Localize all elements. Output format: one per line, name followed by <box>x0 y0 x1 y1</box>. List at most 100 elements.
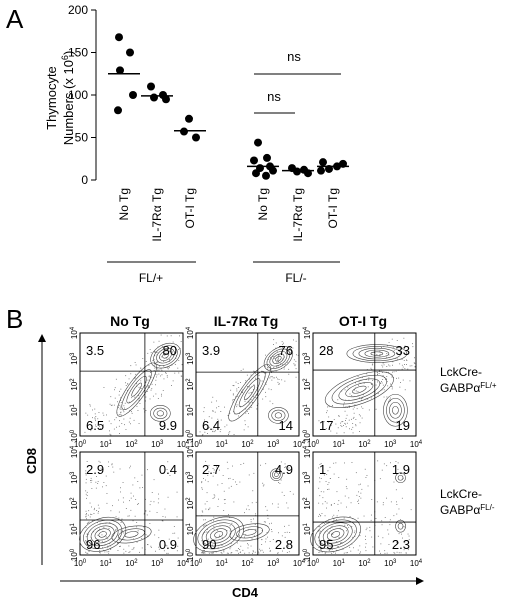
event-dot <box>382 384 384 386</box>
event-dot <box>402 366 404 368</box>
x-tick-label: 103 <box>267 440 280 449</box>
event-dot <box>398 552 400 554</box>
event-dot <box>385 356 387 358</box>
quadrant-percent-lr: 19 <box>396 418 410 433</box>
event-dot <box>377 374 378 376</box>
event-dot <box>333 473 335 475</box>
event-dot <box>216 400 217 402</box>
event-dot <box>381 382 383 384</box>
event-dot <box>155 550 156 552</box>
y-tick-label: 101 <box>186 403 195 416</box>
y-tick-label: 102 <box>303 378 312 391</box>
event-dot <box>229 477 231 479</box>
event-dot <box>99 550 101 551</box>
event-dot <box>263 521 265 523</box>
event-dot <box>208 552 210 554</box>
event-dot <box>156 361 157 363</box>
event-dot <box>280 461 282 463</box>
event-dot <box>240 464 242 465</box>
event-dot <box>336 549 338 551</box>
event-dot <box>388 354 390 356</box>
contour-line <box>271 409 286 422</box>
event-dot <box>107 547 109 549</box>
y-tick-label: 0 <box>81 173 88 187</box>
event-dot <box>336 491 338 493</box>
event-dot <box>125 382 126 384</box>
event-dot <box>324 552 326 554</box>
event-dot <box>365 379 367 380</box>
event-dot <box>392 466 394 467</box>
event-dot <box>271 376 273 377</box>
event-dot <box>109 522 111 523</box>
event-dot <box>321 513 323 514</box>
event-dot <box>386 465 388 467</box>
event-dot <box>293 359 295 361</box>
event-dot <box>286 361 288 363</box>
event-dot <box>393 481 395 483</box>
event-dot <box>245 381 247 383</box>
event-dot <box>245 534 247 536</box>
event-dot <box>167 461 169 463</box>
event-dot <box>365 477 367 478</box>
event-dot <box>235 481 236 483</box>
event-dot <box>226 530 228 532</box>
event-dot <box>210 552 212 554</box>
event-dot <box>327 489 328 490</box>
event-dot <box>108 552 110 554</box>
event-dot <box>120 487 121 489</box>
event-dot <box>212 552 213 554</box>
event-dot <box>89 502 91 504</box>
event-dot <box>256 404 258 406</box>
event-dot <box>119 433 120 434</box>
contour-line <box>244 385 256 401</box>
flow-plot-frame <box>312 451 417 556</box>
event-dot <box>403 549 405 551</box>
category-label: No Tg <box>256 188 270 220</box>
x-tick-label: 104 <box>177 559 190 568</box>
event-dot <box>276 376 277 378</box>
event-dot <box>375 408 377 410</box>
event-dot <box>201 487 203 489</box>
event-dot <box>363 382 365 384</box>
event-dot <box>355 419 357 420</box>
event-dot <box>116 426 117 428</box>
event-dot <box>123 405 125 407</box>
event-dot <box>318 515 320 517</box>
event-dot <box>150 376 152 378</box>
event-dot <box>398 508 400 510</box>
event-dot <box>163 361 165 362</box>
event-dot <box>142 358 144 359</box>
event-dot <box>392 351 394 353</box>
event-dot <box>137 410 139 411</box>
event-dot <box>214 495 216 497</box>
event-dot <box>319 464 321 465</box>
event-dot <box>213 552 214 554</box>
event-dot <box>85 412 87 414</box>
event-dot <box>337 546 339 548</box>
event-dot <box>398 349 399 351</box>
event-dot <box>297 354 299 356</box>
event-dot <box>258 374 260 376</box>
event-dot <box>237 395 239 397</box>
x-tick-label: 102 <box>358 440 371 449</box>
y-tick-label: 103 <box>303 471 312 484</box>
quadrant-percent-lr: 14 <box>279 418 293 433</box>
event-dot <box>254 371 256 373</box>
data-point <box>262 171 270 180</box>
event-dot <box>133 548 135 550</box>
event-dot <box>320 544 322 546</box>
event-dot <box>345 406 347 408</box>
event-dot <box>396 513 398 515</box>
event-dot <box>380 552 381 554</box>
event-dot <box>345 486 347 488</box>
quadrant-percent-lr: 0.9 <box>159 537 177 552</box>
x-tick-label: 103 <box>267 559 280 568</box>
event-dot <box>335 552 336 554</box>
event-dot <box>290 544 292 546</box>
event-dot <box>388 401 389 403</box>
event-dot <box>244 536 245 538</box>
event-dot <box>130 497 132 499</box>
event-dot <box>251 392 253 394</box>
event-dot <box>163 378 165 380</box>
y-tick-label: 103 <box>303 352 312 365</box>
